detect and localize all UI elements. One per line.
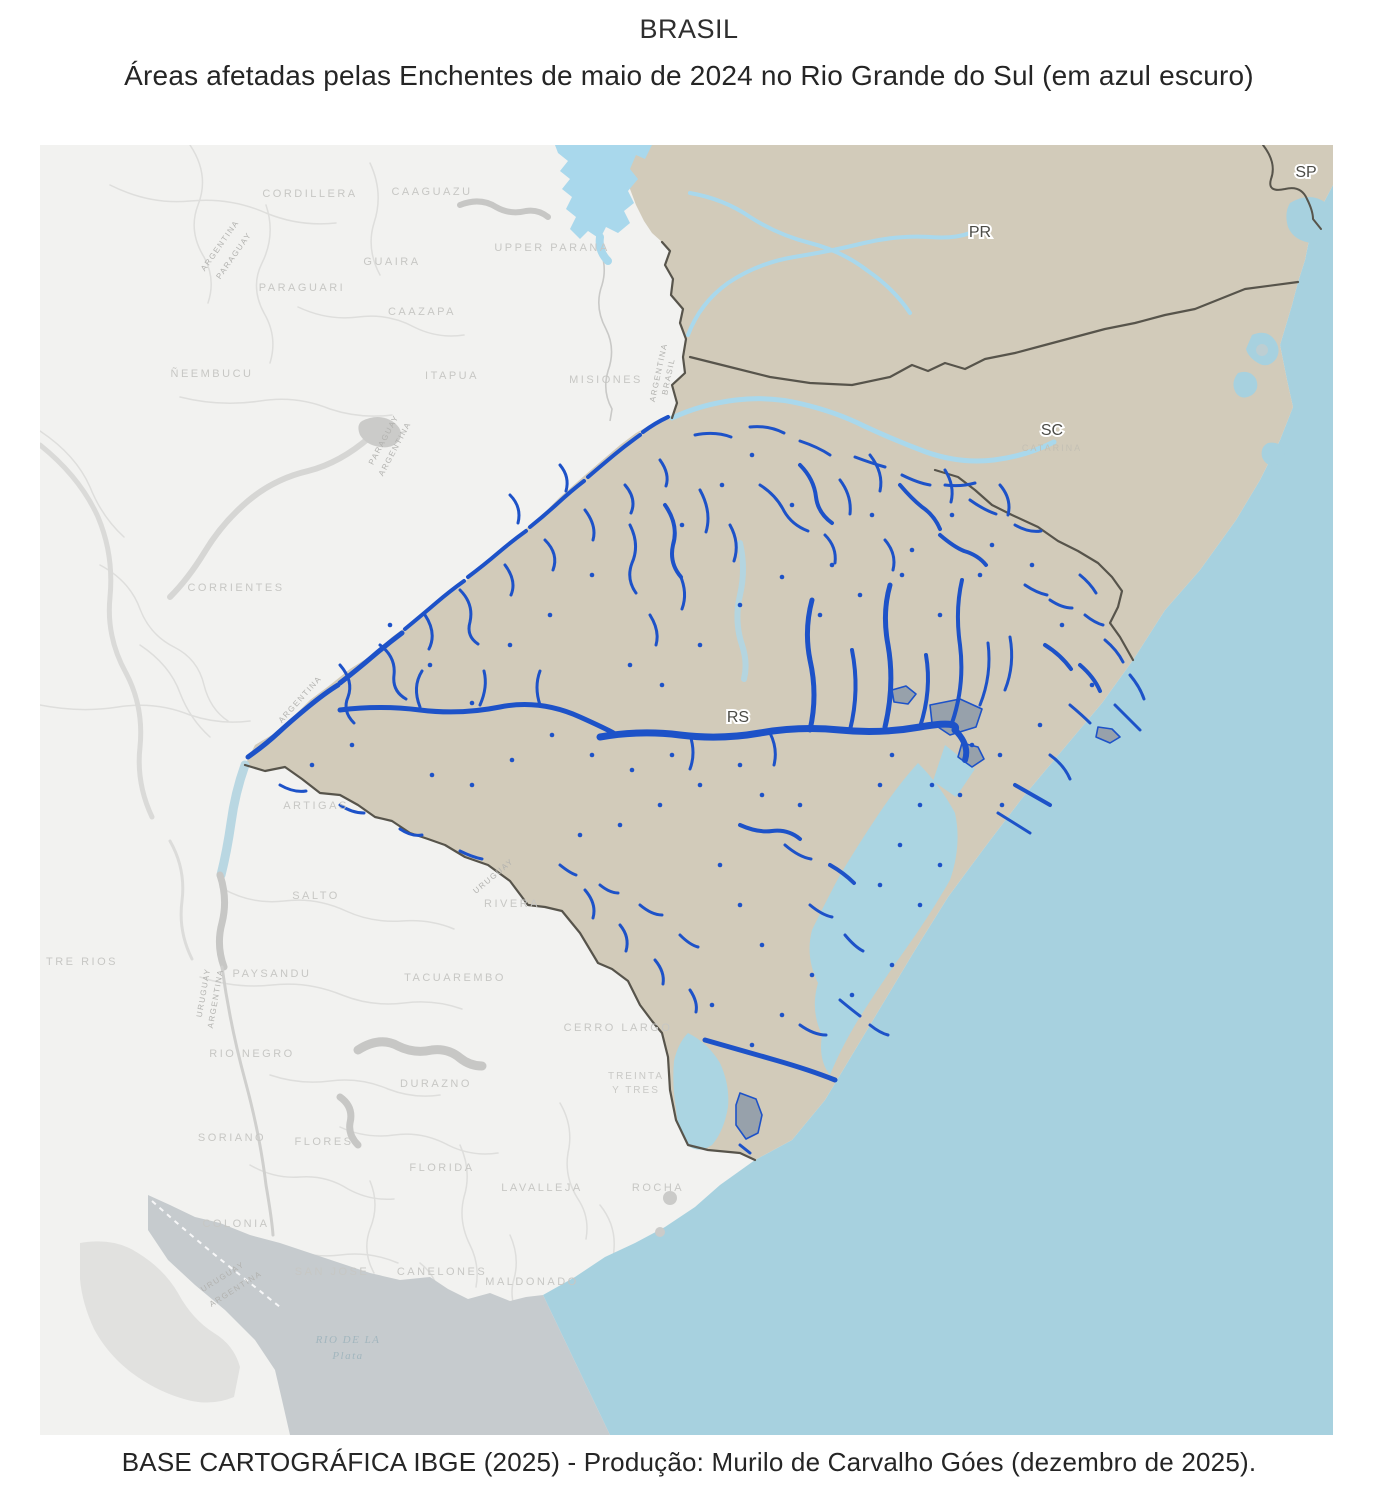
buenos-aires-urban [80, 1241, 240, 1403]
flood-map: CORDILLERA CAAGUAZU UPPER PARANA GUAIRA PARA… [40, 145, 1333, 1435]
map-label: COLONIA [202, 1218, 269, 1230]
map-label: CORRIENTES [187, 582, 284, 594]
map-label: UPPER PARANA [494, 242, 609, 254]
map-label: RIO NEGRO [209, 1048, 294, 1060]
map-label: TREINTA [608, 1071, 664, 1082]
page-subtitle: Áreas afetadas pelas Enchentes de maio d… [124, 60, 1254, 91]
map-label: RS [727, 709, 749, 726]
coastal-bays [1233, 197, 1333, 466]
guaiba-lake [933, 745, 975, 797]
map-label: ARTIGAS [283, 800, 349, 812]
map-label: LAVALLEJA [501, 1182, 582, 1194]
border-br-ar-misiones [660, 240, 688, 420]
map-label: CERRO LARGO [564, 1022, 673, 1034]
map-label: CAAGUAZU [391, 186, 472, 198]
map-label: GUAIRA [363, 256, 420, 268]
border-sc-rs [933, 468, 1135, 662]
page-title: BRASIL [639, 14, 739, 44]
map-label: PR [969, 224, 991, 241]
brazil-landmass [245, 145, 1333, 1160]
map-label: CAAZAPA [388, 306, 456, 318]
map-label: ÑEEMBUCU [171, 367, 254, 380]
map-label: MALDONADO [485, 1276, 578, 1288]
border-pr-sp [1262, 145, 1322, 230]
map-label: SP [1295, 164, 1316, 181]
neighbor-admin-lines [40, 145, 625, 1320]
map-label: Y TRES [612, 1085, 660, 1096]
flood-areas [245, 415, 1146, 1155]
map-label: TRE RIOS [46, 956, 118, 968]
lagoa-dos-patos [809, 763, 958, 1075]
map-caption: BASE CARTOGRÁFICA IBGE (2025) - Produção… [121, 1447, 1257, 1477]
lagoa-mirim [673, 1033, 729, 1150]
map-label: CATARINA [1022, 443, 1082, 453]
map-label: CORDILLERA [262, 188, 357, 200]
rio-de-la-plata [148, 1195, 610, 1435]
map-label: FLORES [294, 1136, 353, 1148]
state-borders [243, 145, 1322, 1162]
map-label: MISIONES [569, 374, 643, 386]
map-label: SALTO [292, 890, 340, 902]
gray-water-features [215, 198, 551, 1237]
map-label: RIVERA [484, 898, 540, 910]
map-label: SAN JOSE [295, 1266, 369, 1278]
misiones-west-border [597, 244, 613, 422]
parana-river-stub [595, 233, 612, 265]
border-br-uy [243, 763, 757, 1162]
map-label: SORIANO [198, 1132, 266, 1144]
itaipu-lake [555, 145, 652, 239]
map-label: Plata [331, 1350, 363, 1362]
flood-dots [309, 452, 1095, 1048]
map-label: CANELONES [397, 1266, 487, 1278]
map-label: DURAZNO [400, 1078, 472, 1090]
map-label: TACUAREMBO [404, 972, 506, 984]
map-label: ITAPUA [425, 370, 479, 382]
border-pr-sc [688, 280, 1300, 387]
map-label: RIO DE LA [315, 1334, 381, 1346]
map-label: FLORIDA [409, 1162, 474, 1174]
rivers-light [216, 191, 1057, 880]
urban-gray-blobs [358, 344, 1268, 1237]
map-label: PAYSANDU [233, 968, 312, 980]
map-label: PARAGUARI [259, 282, 345, 294]
ocean [543, 185, 1333, 1435]
map-label: SC [1041, 422, 1063, 439]
map-label: ROCHA [632, 1182, 684, 1194]
neighbor-rivers [40, 434, 373, 961]
